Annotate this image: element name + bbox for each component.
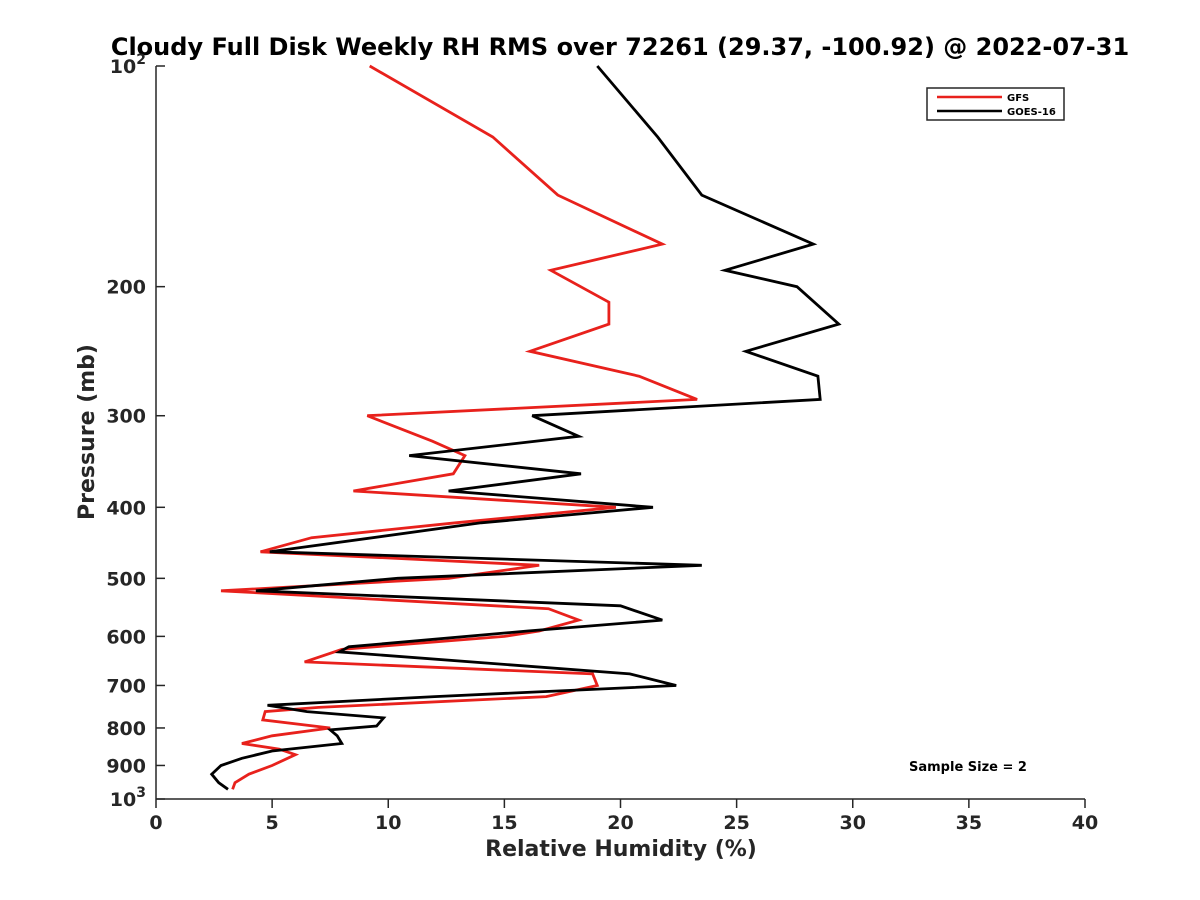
x-tick-label: 25 — [723, 812, 749, 834]
series-line-goes-16 — [209, 65, 842, 791]
x-tick-label: 10 — [375, 812, 401, 834]
y-tick-label: 300 — [106, 406, 146, 428]
legend-box — [926, 87, 1065, 121]
x-tick-label: 40 — [1072, 812, 1098, 834]
x-tick-label: 35 — [956, 812, 982, 834]
y-tick-label: 200 — [106, 277, 146, 299]
plot-area: 0 5 10 15 20 25 30 35 40102200300400500600700800… — [106, 52, 1098, 834]
x-axis-label: Relative Humidity (%) — [485, 837, 757, 862]
y-tick-label: 600 — [106, 626, 146, 648]
legend: GFS GOES-16 — [926, 87, 1065, 121]
y-tick-label: 500 — [106, 568, 146, 590]
y-tick-label: 800 — [106, 718, 146, 740]
chart-title: Cloudy Full Disk Weekly RH RMS over 7226… — [111, 33, 1129, 61]
y-axis-label: Pressure (mb) — [75, 344, 100, 520]
x-tick-label: 30 — [840, 812, 866, 834]
x-tick-label: 5 — [266, 812, 279, 834]
x-tick-label: 20 — [607, 812, 633, 834]
legend-label-gfs: GFS — [1007, 93, 1029, 104]
y-tick-label: 900 — [106, 755, 146, 777]
x-tick-label: 15 — [491, 812, 517, 834]
sample-size-annotation: Sample Size = 2 — [909, 760, 1027, 775]
series-line-gfs — [220, 64, 698, 790]
x-tick-label: 0 — [149, 812, 162, 834]
legend-label-goes-16: GOES-16 — [1007, 107, 1056, 118]
y-tick-label: 700 — [106, 675, 146, 697]
y-tick-label: 400 — [106, 497, 146, 519]
